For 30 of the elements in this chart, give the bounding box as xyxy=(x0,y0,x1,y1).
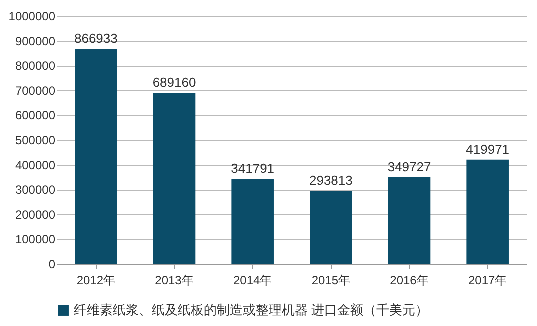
y-tick-label: 300000 xyxy=(15,183,56,198)
y-tick-label: 600000 xyxy=(15,108,56,123)
data-label: 419971 xyxy=(466,142,510,157)
y-tick-label: 900000 xyxy=(15,34,56,48)
bar xyxy=(232,179,274,264)
data-label: 293813 xyxy=(309,173,353,188)
y-tick-label: 100000 xyxy=(15,232,56,247)
data-label: 689160 xyxy=(152,75,196,90)
x-tick-label: 2012年 xyxy=(76,274,116,288)
data-label: 866933 xyxy=(74,31,118,46)
bar xyxy=(75,49,118,264)
y-tick-label: 400000 xyxy=(15,158,56,172)
y-tick-label: 700000 xyxy=(15,84,56,98)
y-tick-label: 500000 xyxy=(15,134,56,148)
y-tick-label: 800000 xyxy=(15,59,56,74)
x-tick-label: 2015年 xyxy=(312,274,351,288)
bar xyxy=(388,177,431,264)
x-tick-label: 2014年 xyxy=(233,274,272,288)
x-tick-label: 2016年 xyxy=(390,274,429,288)
bar xyxy=(466,160,509,264)
y-tick-label: 1000000 xyxy=(8,10,56,24)
legend-label: 纤维素纸浆、纸及纸板的制造或整理机器 进口金额（千美元） xyxy=(74,302,429,318)
data-label: 349727 xyxy=(388,159,432,174)
y-tick-label: 0 xyxy=(48,258,56,272)
data-label: 341791 xyxy=(231,161,275,176)
x-tick-label: 2013年 xyxy=(155,274,194,288)
y-tick-label: 200000 xyxy=(15,208,56,222)
x-tick-label: 2017年 xyxy=(468,274,508,288)
bar xyxy=(310,191,352,264)
bar xyxy=(153,93,196,264)
